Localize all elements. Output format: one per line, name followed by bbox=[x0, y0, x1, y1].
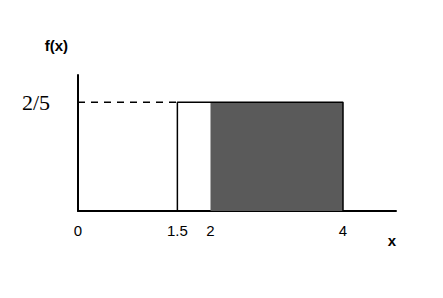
svg-text:f(x): f(x) bbox=[45, 37, 68, 54]
svg-text:1.5: 1.5 bbox=[167, 222, 188, 239]
svg-text:2/5: 2/5 bbox=[22, 90, 50, 115]
svg-text:2: 2 bbox=[206, 222, 214, 239]
svg-text:0: 0 bbox=[74, 222, 82, 239]
svg-text:4: 4 bbox=[339, 222, 347, 239]
svg-text:x: x bbox=[388, 232, 397, 249]
